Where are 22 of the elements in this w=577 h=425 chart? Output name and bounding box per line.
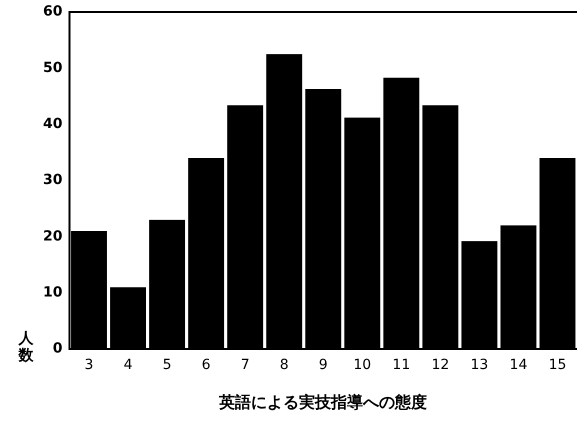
- x-tick-label: 3: [84, 357, 94, 374]
- x-tick-label: 6: [202, 357, 211, 374]
- x-axis-title: 英語による実技指導への態度: [218, 392, 428, 412]
- y-tick-label: 30: [43, 172, 63, 188]
- x-tick-label: 4: [124, 357, 133, 374]
- x-tick-label: 12: [431, 357, 450, 374]
- x-tick-label: 8: [280, 357, 289, 374]
- y-tick-label: 60: [43, 4, 63, 20]
- x-tick-label: 10: [353, 357, 372, 374]
- x-tick-label: 11: [392, 357, 410, 374]
- y-tick-label: 20: [43, 228, 63, 244]
- x-tick-label: 7: [240, 357, 250, 374]
- y-tick-label: 0: [52, 340, 63, 357]
- x-tick-label: 15: [548, 357, 566, 374]
- x-tick-label: 13: [470, 357, 488, 374]
- y-tick-label: 50: [43, 60, 63, 76]
- y-tick-label: 10: [43, 284, 63, 300]
- y-tick-label: 40: [43, 116, 63, 132]
- x-tick-label: 5: [162, 357, 172, 374]
- x-tick-label: 14: [510, 357, 528, 374]
- y-axis-title: 人数: [18, 329, 34, 364]
- x-tick-label: 9: [318, 357, 328, 374]
